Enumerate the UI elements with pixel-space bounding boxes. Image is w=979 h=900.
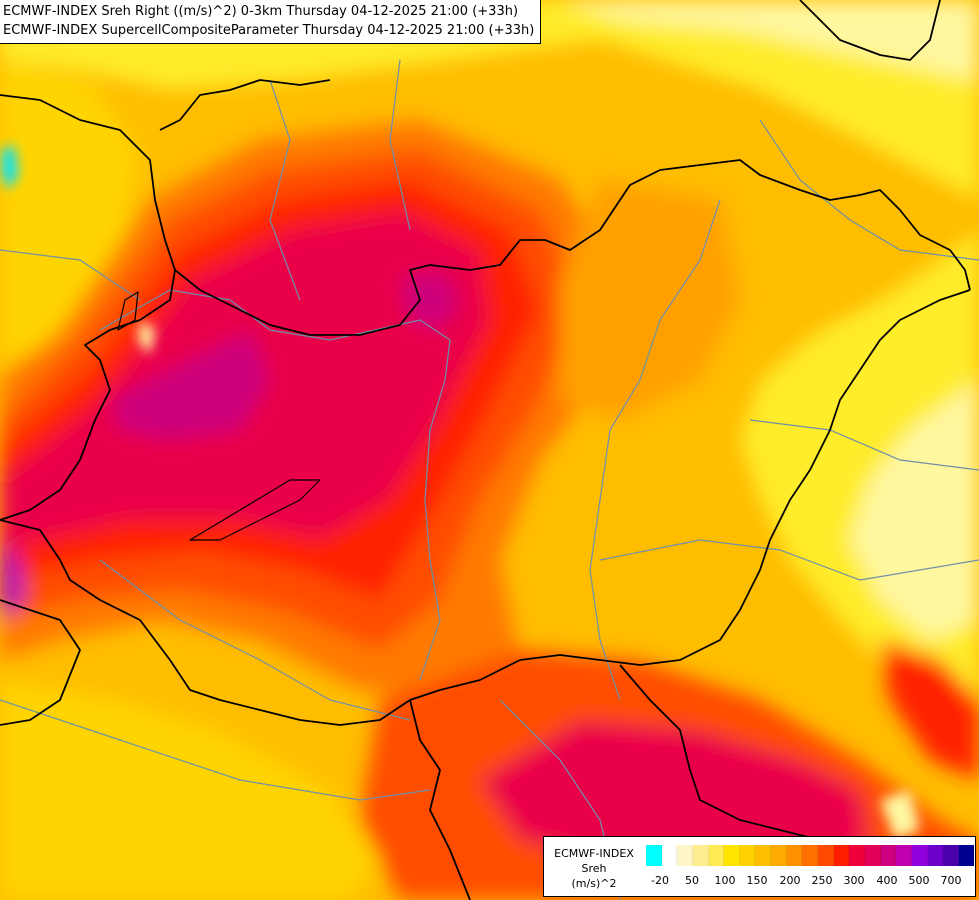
legend-tick-label: 200 — [779, 874, 801, 887]
legend-swatch — [958, 845, 975, 866]
border-slovakia-hungary — [174, 159, 861, 336]
field-orange-east — [560, 180, 740, 420]
field-purple-west — [0, 540, 25, 620]
legend-swatch — [708, 845, 725, 866]
legend-swatch — [786, 845, 803, 866]
border-hungary-croatia — [0, 519, 521, 726]
legend-tick-label: 100 — [714, 874, 736, 887]
field-gold-southwest — [0, 680, 380, 900]
legend-swatch — [864, 845, 881, 866]
border-ukraine — [859, 189, 971, 291]
legend-swatch — [927, 845, 944, 866]
legend-tick-label: 700 — [940, 874, 962, 887]
legend-swatch — [880, 845, 897, 866]
lake-neusiedl — [117, 291, 139, 331]
river-north-2 — [389, 59, 411, 231]
border-hungary-romania — [519, 289, 971, 666]
river-drava — [99, 559, 411, 721]
legend-swatch — [692, 845, 709, 866]
legend-swatches — [646, 845, 975, 866]
legend-swatch — [739, 845, 756, 866]
map-title-scp: ECMWF-INDEX SupercellCompositeParameter … — [3, 23, 535, 38]
field-magenta — [110, 330, 270, 440]
border-czech-slovakia — [0, 94, 176, 271]
river-northeast — [759, 119, 979, 261]
border-hungary-austria — [0, 269, 176, 521]
field-pale-spot-2 — [138, 320, 155, 355]
legend-tick-label: 400 — [876, 874, 898, 887]
border-serbia-romania — [619, 664, 821, 841]
river-north-1 — [269, 79, 301, 301]
field-pale-north — [0, 0, 979, 200]
legend-swatch — [818, 845, 834, 866]
legend-swatch — [833, 845, 850, 866]
field-yellow-west — [0, 60, 140, 360]
legend-swatch — [755, 845, 772, 866]
field-red-southeast — [880, 640, 979, 780]
legend-swatch — [802, 845, 819, 866]
legend-tick-label: 250 — [811, 874, 833, 887]
river-tisza — [589, 199, 721, 701]
legend-swatch — [911, 845, 928, 866]
legend-swatch — [849, 845, 865, 866]
field-pale-spot — [880, 790, 920, 840]
river-sava — [0, 699, 431, 801]
legend-swatch — [896, 845, 912, 866]
legend-swatch — [646, 845, 662, 866]
legend-tick-label: 300 — [843, 874, 865, 887]
map-title-box: ECMWF-INDEX Sreh Right ((m/s)^2) 0-3km T… — [0, 0, 542, 44]
legend-ticks: -20 50 100 150 200 250 300 400 500 700 — [646, 874, 968, 890]
border-poland-ukraine — [799, 0, 941, 61]
field-cyan-spot — [2, 145, 18, 190]
color-legend: ECMWF-INDEX Sreh (m/s)^2 -20 50 100 150 200 2… — [543, 836, 976, 897]
rivers — [0, 59, 979, 900]
legend-swatch — [771, 845, 787, 866]
legend-swatch — [677, 845, 693, 866]
field-pale-top — [560, 0, 979, 80]
legend-parameter: Sreh — [581, 862, 607, 875]
river-mures — [599, 539, 979, 581]
legend-label: ECMWF-INDEX Sreh (m/s)^2 — [547, 846, 641, 891]
legend-source: ECMWF-INDEX — [554, 847, 634, 860]
legend-swatch — [943, 845, 959, 866]
legend-unit: (m/s)^2 — [571, 877, 617, 890]
border-austria-north — [159, 79, 331, 131]
river-west-1 — [0, 249, 141, 301]
legend-tick-label: 150 — [746, 874, 768, 887]
legend-swatch — [661, 845, 678, 866]
lake-balaton — [189, 479, 321, 541]
river-east — [749, 419, 979, 471]
legend-tick-label: -20 — [651, 874, 669, 887]
border-slovenia — [0, 599, 81, 726]
legend-tick-label: 50 — [685, 874, 699, 887]
river-danube — [99, 289, 451, 681]
legend-swatch — [724, 845, 740, 866]
map-title-sreh: ECMWF-INDEX Sreh Right ((m/s)^2) 0-3km T… — [3, 4, 519, 19]
field-pale-east — [850, 380, 979, 640]
legend-tick-label: 500 — [908, 874, 930, 887]
border-serbia — [409, 699, 471, 900]
